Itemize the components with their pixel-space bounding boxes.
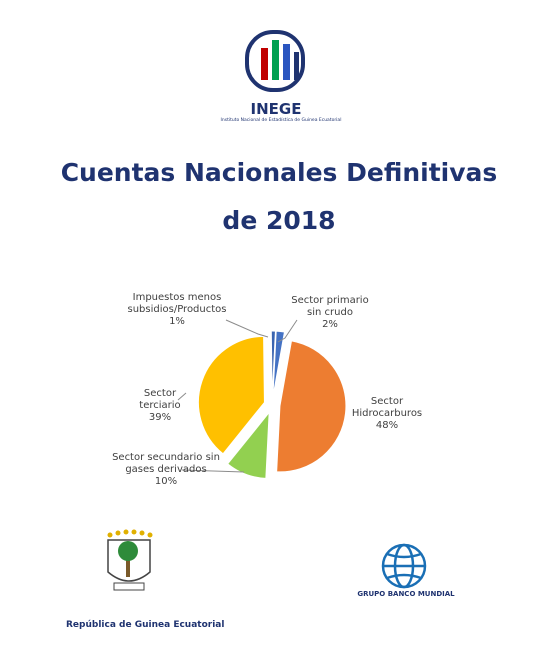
logo-bar: [261, 48, 268, 80]
logo-bar: [294, 52, 299, 80]
pie-slice: [227, 410, 270, 479]
logo-bar: [283, 44, 290, 80]
title-line: de 2018: [222, 206, 336, 235]
category-label: Sector secundario sin gases derivados: [112, 452, 220, 475]
coat-of-arms: [107, 529, 153, 591]
value-label: 48%: [375, 420, 399, 431]
leader-lines: [177, 319, 298, 473]
value-label: 1%: [169, 316, 185, 327]
pie-slice: [272, 330, 286, 398]
slice-label: Sector Hidrocarburos 48%: [347, 396, 427, 432]
slice-label: Sector primario sin crudo 2%: [285, 295, 375, 331]
logo-frame: [245, 30, 305, 92]
title-line: Cuentas Nacionales Definitivas: [60, 158, 498, 187]
category-label: Sector terciario: [139, 388, 181, 411]
slice-label: Sector terciario 39%: [125, 388, 195, 424]
category-label: Sector primario sin crudo: [291, 295, 369, 318]
pie-slice: [276, 340, 347, 473]
value-label: 2%: [322, 319, 338, 330]
value-label: 10%: [154, 476, 178, 487]
footer-caption: GRUPO BANCO MUNDIAL: [357, 590, 455, 598]
logo-text: INEGE: [250, 100, 302, 118]
world-bank-globe: [381, 543, 427, 589]
category-label: Sector Hidrocarburos: [351, 396, 423, 419]
slice-label: Impuestos menos subsidios/Productos 1%: [117, 292, 237, 328]
pie-slice: [270, 330, 276, 398]
pie: [197, 330, 347, 479]
footer-caption: República de Guinea Ecuatorial: [66, 620, 225, 630]
category-label: Impuestos menos subsidios/Productos: [127, 292, 227, 315]
logo-bar: [272, 40, 279, 80]
pie-slice: [197, 335, 265, 455]
logo-subtitle: Instituto Nacional de Estadística de Gui…: [220, 118, 342, 123]
slice-label: Sector secundario sin gases derivados 10%: [106, 452, 226, 488]
value-label: 39%: [148, 412, 172, 423]
